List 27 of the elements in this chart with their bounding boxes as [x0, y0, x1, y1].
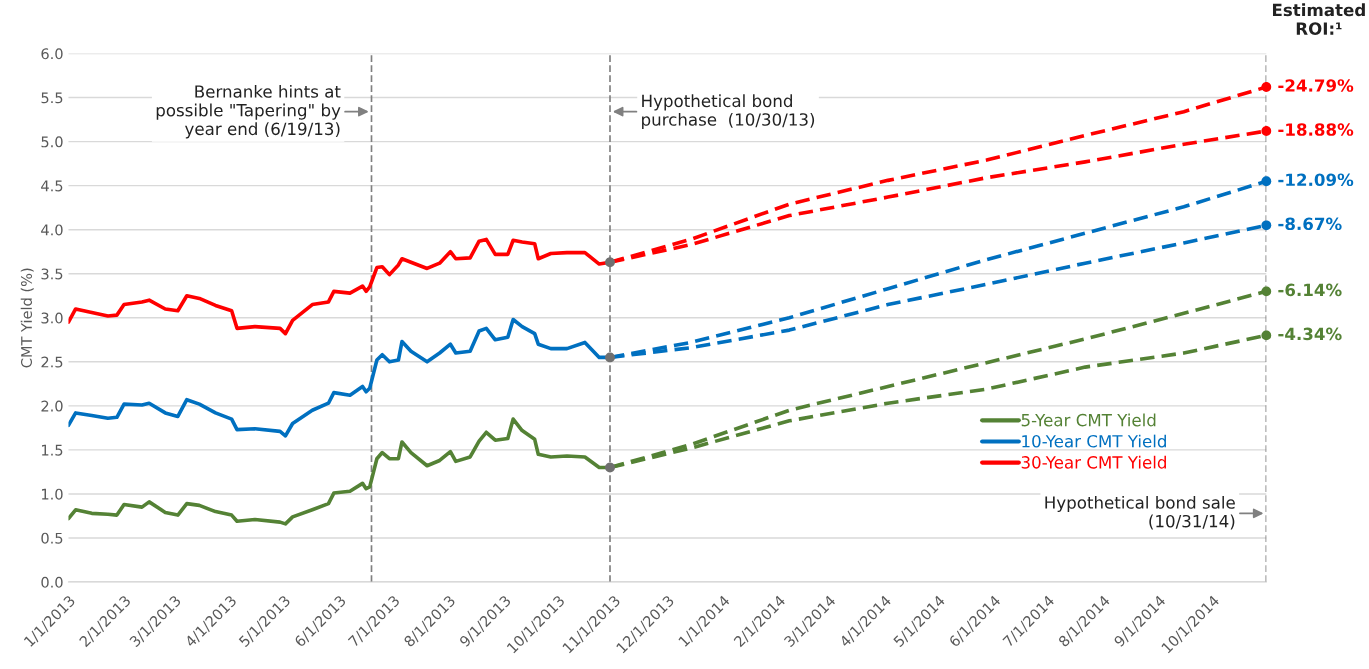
annotation: -12.09%: [1278, 173, 1354, 187]
annotation: -6.14%: [1278, 283, 1342, 297]
ref-line-label: Hypothetical bond sale (10/31/14): [1045, 495, 1235, 530]
annotation: -4.34%: [1278, 327, 1342, 341]
y-axis-title: CMT Yield (%): [20, 268, 34, 368]
y-tick-label: 1.0: [42, 488, 63, 500]
y-tick-label: 5.5: [41, 92, 63, 104]
y-tick-label: 5.0: [41, 136, 63, 148]
y-tick-label: 6.0: [41, 48, 63, 60]
y-tick-label: 0.0: [41, 576, 63, 588]
y-tick-label: 2.5: [41, 356, 63, 368]
annotation: -18.88%: [1278, 123, 1354, 136]
y-tick-label: 2.0: [41, 400, 63, 412]
ref-line-label: Bernanke hints at possible "Tapering" by year end (6/19/13): [156, 84, 341, 139]
annotation: -24.79%: [1278, 79, 1354, 92]
legend-label: 5-Year CMT Yield: [1021, 413, 1156, 427]
annotation: -8.67%: [1278, 217, 1342, 231]
text: Estimated ROI:¹: [1272, 3, 1365, 35]
y-tick-label: 1.5: [42, 444, 63, 456]
y-tick-label: 4.5: [41, 180, 63, 192]
y-tick-label: 4.0: [41, 224, 63, 236]
legend-label: 10-Year CMT Yield: [1022, 434, 1166, 448]
legend-label: 30-Year CMT Yield: [1021, 455, 1166, 469]
y-tick-label: 3.0: [41, 312, 63, 324]
y-tick-label: 3.5: [41, 268, 63, 280]
ref-line-label: Hypothetical bond purchase (10/30/13): [642, 94, 815, 130]
y-tick-label: 0.5: [41, 532, 63, 544]
